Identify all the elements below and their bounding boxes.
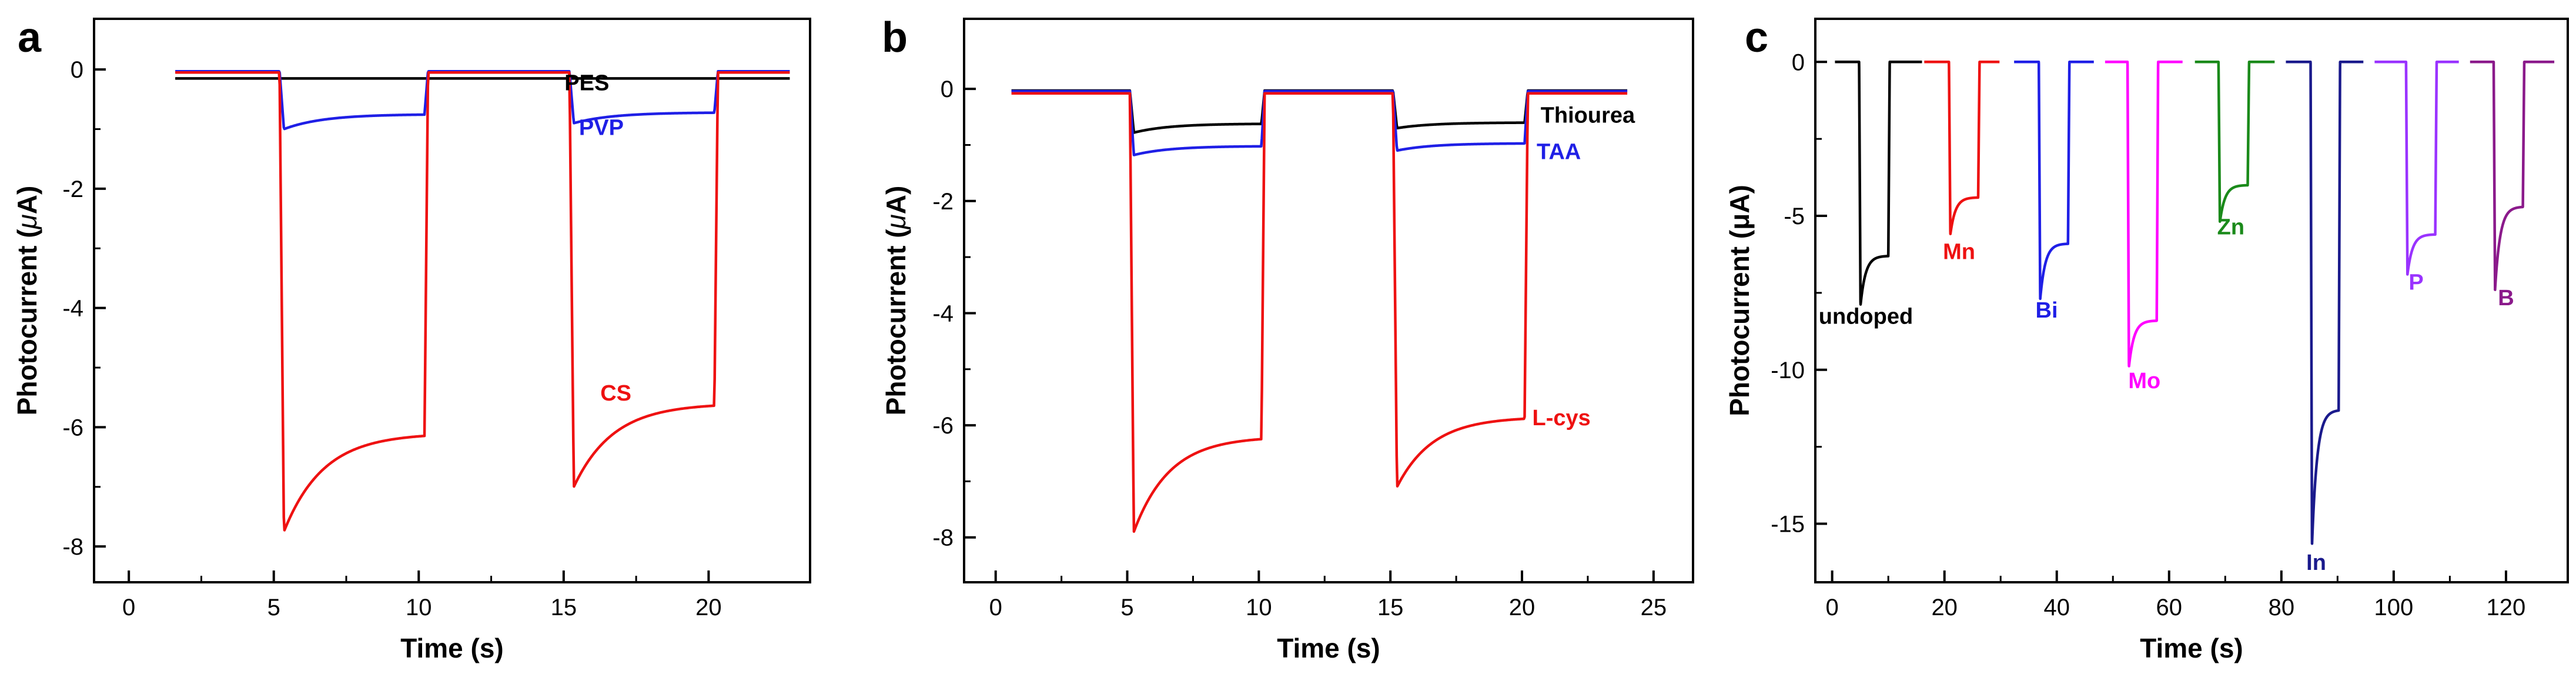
panel-c: c 0 20 40 60 80 100 120 0 -5 -10 -15 undoped Mn Bi Mo… (1724, 14, 2569, 663)
series-line-cs (174, 71, 791, 532)
series-label-in: In (2306, 550, 2326, 575)
x-axis-title-b: Time (s) (1277, 633, 1380, 663)
series-labels-b: Thiourea TAA L-cys (1533, 103, 1635, 431)
series-line-undoped (1834, 61, 1923, 306)
series-label-p: P (2408, 271, 2423, 295)
y-tick-label: -10 (1771, 358, 1805, 383)
y-tick-label: -8 (932, 525, 954, 551)
panel-label-c: c (1745, 14, 1768, 61)
axis-ticks-b (964, 88, 1655, 582)
x-tick-label: 80 (2269, 595, 2295, 620)
y-tick-label: -15 (1771, 512, 1805, 538)
series-line-p (2373, 61, 2460, 276)
panel-label-b: b (882, 14, 908, 61)
y-tick-label: -6 (62, 415, 83, 441)
x-tick-label: 10 (1246, 595, 1272, 620)
y-axis-title-a: Photocurrent (μA) (12, 186, 42, 416)
x-tick-label: 15 (1377, 595, 1404, 620)
plot-frame-a (93, 18, 811, 583)
series-label-mo: Mo (2128, 369, 2160, 393)
series-label-mn: Mn (1943, 239, 1975, 264)
x-tick-label: 25 (1641, 595, 1667, 620)
series-line-in (2284, 61, 2365, 545)
series-label-pvp: PVP (579, 116, 624, 141)
panel-b: b 0 5 10 15 20 25 0 -2 -4 -6 -8 Thiourea TAA L-cys T… (881, 14, 1694, 663)
series-line-thiourea (1011, 89, 1628, 134)
plot-frame-c (1814, 18, 2569, 583)
x-tick-label: 0 (1826, 595, 1839, 620)
panel-label-a: a (18, 14, 42, 61)
tick-labels-b: 0 5 10 15 20 25 0 -2 -4 -6 -8 (932, 76, 1667, 620)
x-tick-label: 20 (695, 595, 722, 620)
x-tick-label: 120 (2487, 595, 2526, 620)
series-line-zn (2193, 61, 2276, 223)
series-line-l-cys (1011, 92, 1628, 533)
y-tick-label: 0 (1792, 49, 1805, 75)
series-label-undoped: undoped (1819, 304, 1913, 329)
y-tick-label: -2 (932, 189, 954, 215)
x-tick-label: 60 (2156, 595, 2183, 620)
x-axis-title-c: Time (s) (2140, 633, 2243, 663)
series-line-mo (2103, 61, 2184, 368)
y-tick-label: 0 (941, 76, 954, 102)
series-label-taa: TAA (1537, 139, 1581, 164)
tick-labels-a: 0 5 10 15 20 0 -2 -4 -6 -8 (62, 57, 721, 620)
x-tick-label: 5 (267, 595, 280, 620)
x-tick-label: 15 (551, 595, 577, 620)
series-lines-b (1011, 89, 1628, 533)
series-line-bi (2013, 61, 2095, 301)
y-tick-label: -6 (932, 413, 954, 439)
series-line-pvp (174, 69, 791, 131)
x-tick-label: 0 (989, 595, 1002, 620)
y-tick-label: -8 (62, 534, 83, 560)
x-tick-label: 20 (1509, 595, 1535, 620)
y-tick-label: -4 (62, 296, 83, 322)
series-line-b (2468, 61, 2556, 291)
y-axis-title-b: Photocurrent (μA) (881, 186, 911, 416)
series-label-bi: Bi (2036, 298, 2058, 323)
axis-ticks-a (94, 68, 710, 582)
x-tick-label: 0 (122, 595, 135, 620)
y-tick-label: -2 (62, 176, 83, 202)
series-label-zn: Zn (2217, 215, 2244, 239)
x-tick-label: 10 (406, 595, 432, 620)
y-tick-label: -5 (1784, 203, 1805, 229)
series-labels-c: undoped Mn Bi Mo Zn In P B (1819, 215, 2514, 575)
panel-a: a 0 5 10 15 20 0 -2 -4 -6 -8 PES PVP CS Time (s) Ph… (12, 14, 811, 663)
series-labels-a: PES PVP CS (564, 71, 631, 406)
series-label-l-cys: L-cys (1533, 406, 1591, 431)
series-line-taa (1011, 89, 1628, 156)
series-label-pes: PES (564, 71, 609, 96)
series-label-cs: CS (600, 381, 631, 406)
x-tick-label: 20 (1931, 595, 1958, 620)
axis-ticks-c (1815, 61, 2507, 582)
y-tick-label: -4 (932, 301, 954, 326)
y-tick-label: 0 (71, 57, 83, 83)
series-lines-a (174, 69, 791, 532)
series-label-b: B (2498, 286, 2514, 311)
x-tick-label: 100 (2374, 595, 2414, 620)
plot-frame-b (963, 18, 1694, 583)
x-tick-label: 40 (2043, 595, 2070, 620)
series-label-thiourea: Thiourea (1541, 103, 1635, 128)
x-tick-label: 5 (1120, 595, 1133, 620)
tick-labels-c: 0 20 40 60 80 100 120 0 -5 -10 -15 (1771, 49, 2525, 620)
series-line-mn (1923, 61, 2001, 235)
series-lines-c (1834, 61, 2556, 545)
y-axis-title-c: Photocurrent (μA) (1724, 185, 1755, 416)
x-axis-title-a: Time (s) (400, 633, 504, 663)
